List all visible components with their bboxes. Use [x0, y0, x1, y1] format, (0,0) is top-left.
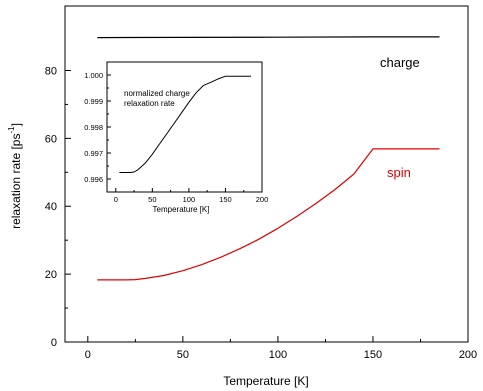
y-tick-label: 60	[45, 133, 57, 145]
main-x-axis-label: Temperature [K]	[223, 374, 308, 388]
y-tick-label: 1.000	[84, 71, 103, 80]
y-tick-label: 20	[45, 269, 57, 281]
y-tick-label: 80	[45, 65, 57, 77]
y-tick-label: 40	[45, 201, 57, 213]
x-tick-label: 100	[269, 349, 287, 361]
main-series	[97, 36, 440, 281]
spin-series-line	[97, 148, 440, 281]
y-tick-label: 0.998	[84, 123, 103, 132]
series-line-0	[119, 75, 251, 173]
charge-series-line	[97, 36, 440, 39]
main-y-axis-label-sup: -1	[7, 126, 16, 134]
x-tick-label: 50	[177, 349, 189, 361]
main-x-ticks: 0 50 100 150 200	[85, 336, 477, 361]
charge-series-label: charge	[380, 55, 420, 70]
x-tick-label: 200	[459, 349, 477, 361]
y-tick-label: 0.996	[84, 175, 103, 184]
y-tick-label: 0.997	[84, 149, 103, 158]
x-tick-label: 0	[85, 349, 91, 361]
x-tick-label: 200	[256, 195, 269, 204]
main-y-ticks: 0 20 40 60 80	[45, 65, 71, 349]
x-tick-label: 150	[364, 349, 382, 361]
main-y-axis-label-text: relaxation rate [ps	[9, 134, 23, 229]
inset-x-ticks: 0 50 100 150 200	[114, 188, 269, 204]
x-tick-label: 50	[148, 195, 156, 204]
main-y-axis-label-close: ]	[9, 123, 23, 126]
y-tick-label: 0.999	[84, 97, 103, 106]
inset-x-axis-label: Temperature [K]	[153, 205, 210, 214]
inset-background	[89, 59, 264, 194]
x-tick-label: 100	[183, 195, 196, 204]
inset-series	[119, 75, 251, 173]
inset-annotation-line-1: normalized charge	[124, 89, 190, 98]
inset-annotation-line-2: relaxation rate	[124, 99, 175, 108]
inset-y-ticks: 0.996 0.997 0.998 0.999 1.000	[84, 71, 111, 184]
spin-series-label: spin	[387, 165, 411, 180]
x-tick-label: 0	[114, 195, 118, 204]
main-y-axis-label: relaxation rate [ps-1]	[7, 123, 23, 229]
x-tick-label: 150	[219, 195, 232, 204]
main-plot-frame	[64, 5, 469, 343]
y-tick-label: 0	[51, 337, 57, 349]
